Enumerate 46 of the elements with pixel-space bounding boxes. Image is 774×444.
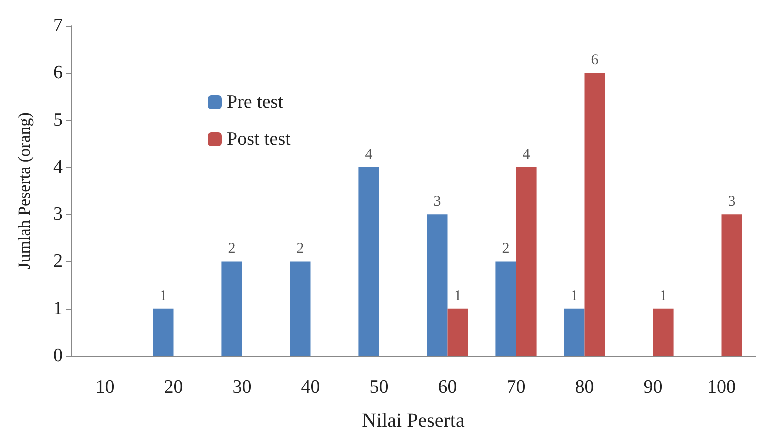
- data-label: 3: [434, 194, 442, 210]
- data-label: 1: [160, 288, 168, 304]
- bar: [290, 262, 311, 356]
- y-tick-label: 2: [54, 251, 63, 272]
- x-tick-label: 10: [96, 377, 115, 398]
- bar: [427, 214, 448, 356]
- x-tick-label: 40: [301, 377, 320, 398]
- y-tick-label: 4: [54, 156, 64, 178]
- data-label: 2: [502, 241, 510, 258]
- x-tick-label: 60: [438, 377, 458, 398]
- bar: [496, 262, 516, 356]
- legend-label: Post test: [227, 129, 292, 150]
- x-tick-label: 90: [644, 377, 663, 398]
- bar: [564, 308, 585, 356]
- x-tick-label: 50: [370, 377, 389, 398]
- data-label: 1: [570, 288, 578, 304]
- bar: [653, 308, 674, 356]
- y-tick-label: 1: [54, 298, 63, 320]
- data-label: 3: [728, 194, 736, 210]
- data-label: 1: [660, 288, 668, 304]
- data-label: 2: [296, 241, 304, 258]
- data-label: 1: [454, 288, 462, 304]
- bar: [722, 214, 742, 356]
- x-tick-label: 70: [506, 377, 526, 398]
- data-label: 4: [365, 146, 374, 163]
- x-tick-label: 30: [232, 377, 252, 398]
- y-tick-label: 0: [54, 346, 63, 366]
- x-axis-title: Nilai Peserta: [362, 410, 465, 432]
- y-tick-label: 7: [54, 16, 63, 36]
- bar: [358, 167, 380, 356]
- bar: [584, 73, 606, 356]
- x-tick-label: 20: [164, 377, 184, 398]
- y-axis-title: Jumlah Peserta (orang): [15, 112, 34, 270]
- y-tick-label: 5: [54, 110, 63, 131]
- data-label: 4: [522, 146, 531, 163]
- bar: [153, 308, 174, 356]
- x-tick-label: 100: [708, 377, 736, 398]
- y-tick-label: 3: [54, 204, 63, 226]
- legend-label: Pre test: [227, 92, 284, 113]
- x-tick-label: 80: [575, 377, 594, 398]
- bar: [516, 167, 537, 356]
- bar: [222, 262, 242, 356]
- bar: [448, 308, 468, 356]
- data-label: 2: [228, 241, 236, 258]
- data-label: 6: [591, 52, 600, 69]
- y-tick-label: 6: [54, 62, 63, 84]
